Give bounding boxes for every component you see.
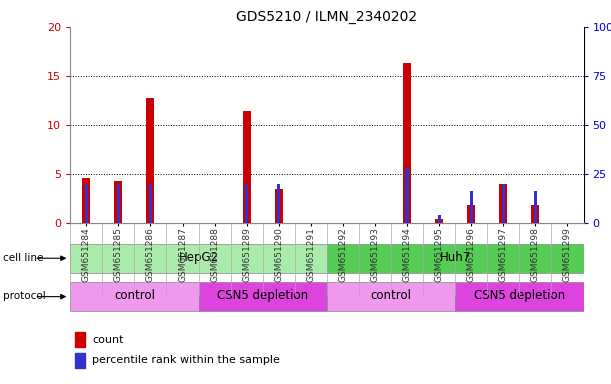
Bar [277,184,280,223]
Text: HepG2: HepG2 [178,251,219,264]
Bar [75,353,85,368]
Bar [243,111,251,223]
Bar [70,27,584,223]
Bar [437,215,441,223]
Bar [502,184,505,223]
Bar [199,282,327,311]
Text: cell line: cell line [3,253,43,263]
Bar [275,189,283,223]
Text: control: control [114,290,155,303]
Bar [435,219,443,223]
Text: count: count [92,335,124,345]
Bar [75,333,85,347]
Text: CSN5 depletion: CSN5 depletion [217,290,309,303]
Text: protocol: protocol [3,291,46,301]
Bar [406,168,409,223]
Bar [114,180,122,223]
Bar [467,205,475,223]
Bar [327,243,584,273]
Text: control: control [370,290,412,303]
Bar [499,184,507,223]
Bar [534,191,537,223]
Bar [147,98,155,223]
Bar [70,282,199,311]
Bar [470,191,473,223]
Bar [82,178,90,223]
Bar [403,63,411,223]
Bar [70,243,327,273]
Bar [327,282,455,311]
Bar [455,282,584,311]
Bar [245,184,248,223]
Bar [85,184,88,223]
Text: GDS5210 / ILMN_2340202: GDS5210 / ILMN_2340202 [236,10,417,23]
Bar [117,184,120,223]
Text: percentile rank within the sample: percentile rank within the sample [92,356,280,366]
Text: Huh7: Huh7 [439,251,471,264]
Text: CSN5 depletion: CSN5 depletion [474,290,565,303]
Bar [532,205,540,223]
Bar [149,184,152,223]
